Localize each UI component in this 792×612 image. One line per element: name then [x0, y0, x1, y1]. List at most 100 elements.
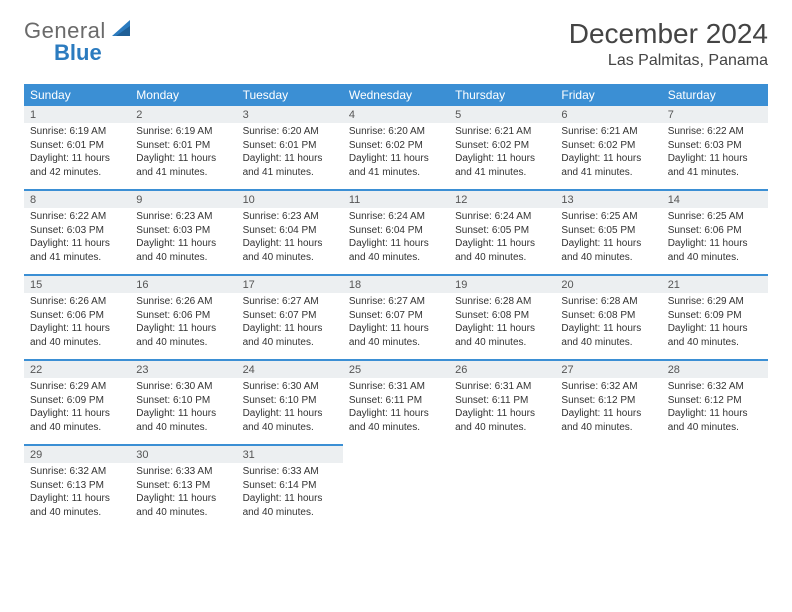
- daylight-text-1: Daylight: 11 hours: [30, 407, 124, 421]
- daylight-text-2: and 40 minutes.: [561, 421, 655, 435]
- sunset-text: Sunset: 6:05 PM: [561, 224, 655, 238]
- sunset-text: Sunset: 6:07 PM: [349, 309, 443, 323]
- day-number-cell: 19: [449, 275, 555, 293]
- sunrise-text: Sunrise: 6:27 AM: [243, 295, 337, 309]
- sunrise-text: Sunrise: 6:19 AM: [30, 125, 124, 139]
- daylight-text-2: and 40 minutes.: [668, 336, 762, 350]
- day-detail-cell: Sunrise: 6:30 AMSunset: 6:10 PMDaylight:…: [237, 378, 343, 445]
- logo-text-blue: Blue: [54, 40, 102, 65]
- sunset-text: Sunset: 6:10 PM: [243, 394, 337, 408]
- day-number-cell: 13: [555, 190, 661, 208]
- daylight-text-2: and 40 minutes.: [561, 336, 655, 350]
- daylight-text-1: Daylight: 11 hours: [561, 322, 655, 336]
- day-detail-cell: Sunrise: 6:27 AMSunset: 6:07 PMDaylight:…: [343, 293, 449, 360]
- logo-sail-icon: [112, 18, 134, 44]
- day-detail-cell: Sunrise: 6:24 AMSunset: 6:04 PMDaylight:…: [343, 208, 449, 275]
- daylight-text-2: and 40 minutes.: [136, 506, 230, 520]
- daylight-text-2: and 41 minutes.: [349, 166, 443, 180]
- day-number-cell: 21: [662, 275, 768, 293]
- detail-row: Sunrise: 6:19 AMSunset: 6:01 PMDaylight:…: [24, 123, 768, 190]
- day-number-cell: 22: [24, 360, 130, 378]
- daylight-text-2: and 41 minutes.: [136, 166, 230, 180]
- sunrise-text: Sunrise: 6:21 AM: [455, 125, 549, 139]
- daylight-text-2: and 40 minutes.: [243, 421, 337, 435]
- daylight-text-2: and 40 minutes.: [349, 251, 443, 265]
- daylight-text-1: Daylight: 11 hours: [455, 322, 549, 336]
- day-detail-cell: [449, 463, 555, 529]
- daylight-text-1: Daylight: 11 hours: [243, 407, 337, 421]
- sunset-text: Sunset: 6:07 PM: [243, 309, 337, 323]
- day-number-cell: 31: [237, 445, 343, 463]
- sunrise-text: Sunrise: 6:28 AM: [561, 295, 655, 309]
- daynum-row: 15161718192021: [24, 275, 768, 293]
- sunset-text: Sunset: 6:14 PM: [243, 479, 337, 493]
- daylight-text-1: Daylight: 11 hours: [30, 237, 124, 251]
- sunrise-text: Sunrise: 6:26 AM: [136, 295, 230, 309]
- daylight-text-1: Daylight: 11 hours: [668, 237, 762, 251]
- sunset-text: Sunset: 6:03 PM: [30, 224, 124, 238]
- sunset-text: Sunset: 6:10 PM: [136, 394, 230, 408]
- day-detail-cell: Sunrise: 6:31 AMSunset: 6:11 PMDaylight:…: [449, 378, 555, 445]
- day-detail-cell: [555, 463, 661, 529]
- day-number-cell: 20: [555, 275, 661, 293]
- daylight-text-1: Daylight: 11 hours: [30, 152, 124, 166]
- day-detail-cell: Sunrise: 6:32 AMSunset: 6:12 PMDaylight:…: [662, 378, 768, 445]
- day-detail-cell: Sunrise: 6:33 AMSunset: 6:13 PMDaylight:…: [130, 463, 236, 529]
- day-number-cell: 24: [237, 360, 343, 378]
- daylight-text-2: and 40 minutes.: [136, 421, 230, 435]
- daylight-text-1: Daylight: 11 hours: [455, 407, 549, 421]
- day-detail-cell: Sunrise: 6:30 AMSunset: 6:10 PMDaylight:…: [130, 378, 236, 445]
- day-number-cell: 14: [662, 190, 768, 208]
- daylight-text-1: Daylight: 11 hours: [668, 152, 762, 166]
- daylight-text-2: and 40 minutes.: [30, 421, 124, 435]
- day-detail-cell: Sunrise: 6:25 AMSunset: 6:05 PMDaylight:…: [555, 208, 661, 275]
- daylight-text-2: and 40 minutes.: [30, 506, 124, 520]
- daylight-text-1: Daylight: 11 hours: [668, 407, 762, 421]
- detail-row: Sunrise: 6:26 AMSunset: 6:06 PMDaylight:…: [24, 293, 768, 360]
- daylight-text-2: and 40 minutes.: [455, 421, 549, 435]
- sunset-text: Sunset: 6:03 PM: [668, 139, 762, 153]
- daylight-text-1: Daylight: 11 hours: [561, 237, 655, 251]
- daylight-text-1: Daylight: 11 hours: [349, 407, 443, 421]
- daylight-text-2: and 41 minutes.: [561, 166, 655, 180]
- day-number-cell: 28: [662, 360, 768, 378]
- daylight-text-2: and 40 minutes.: [349, 421, 443, 435]
- daylight-text-2: and 40 minutes.: [668, 421, 762, 435]
- daylight-text-1: Daylight: 11 hours: [668, 322, 762, 336]
- weekday-header: Wednesday: [343, 84, 449, 106]
- sunrise-text: Sunrise: 6:20 AM: [349, 125, 443, 139]
- calendar-table: Sunday Monday Tuesday Wednesday Thursday…: [24, 84, 768, 529]
- daylight-text-1: Daylight: 11 hours: [455, 152, 549, 166]
- sunset-text: Sunset: 6:12 PM: [561, 394, 655, 408]
- day-number-cell: 25: [343, 360, 449, 378]
- daylight-text-2: and 40 minutes.: [668, 251, 762, 265]
- daylight-text-2: and 40 minutes.: [243, 251, 337, 265]
- sunrise-text: Sunrise: 6:32 AM: [668, 380, 762, 394]
- daylight-text-1: Daylight: 11 hours: [136, 407, 230, 421]
- sunrise-text: Sunrise: 6:20 AM: [243, 125, 337, 139]
- weekday-header: Tuesday: [237, 84, 343, 106]
- sunset-text: Sunset: 6:08 PM: [561, 309, 655, 323]
- daylight-text-2: and 41 minutes.: [668, 166, 762, 180]
- sunrise-text: Sunrise: 6:23 AM: [243, 210, 337, 224]
- sunset-text: Sunset: 6:02 PM: [455, 139, 549, 153]
- sunrise-text: Sunrise: 6:29 AM: [668, 295, 762, 309]
- daylight-text-2: and 42 minutes.: [30, 166, 124, 180]
- daylight-text-1: Daylight: 11 hours: [136, 152, 230, 166]
- detail-row: Sunrise: 6:32 AMSunset: 6:13 PMDaylight:…: [24, 463, 768, 529]
- day-detail-cell: [662, 463, 768, 529]
- sunset-text: Sunset: 6:02 PM: [561, 139, 655, 153]
- sunrise-text: Sunrise: 6:33 AM: [136, 465, 230, 479]
- daylight-text-1: Daylight: 11 hours: [349, 322, 443, 336]
- daylight-text-2: and 40 minutes.: [455, 251, 549, 265]
- sunrise-text: Sunrise: 6:30 AM: [243, 380, 337, 394]
- day-detail-cell: Sunrise: 6:27 AMSunset: 6:07 PMDaylight:…: [237, 293, 343, 360]
- day-detail-cell: Sunrise: 6:19 AMSunset: 6:01 PMDaylight:…: [130, 123, 236, 190]
- daylight-text-2: and 40 minutes.: [136, 336, 230, 350]
- day-number-cell: 6: [555, 106, 661, 123]
- daylight-text-1: Daylight: 11 hours: [243, 152, 337, 166]
- day-number-cell: 12: [449, 190, 555, 208]
- daylight-text-1: Daylight: 11 hours: [243, 492, 337, 506]
- sunset-text: Sunset: 6:04 PM: [349, 224, 443, 238]
- day-number-cell: 5: [449, 106, 555, 123]
